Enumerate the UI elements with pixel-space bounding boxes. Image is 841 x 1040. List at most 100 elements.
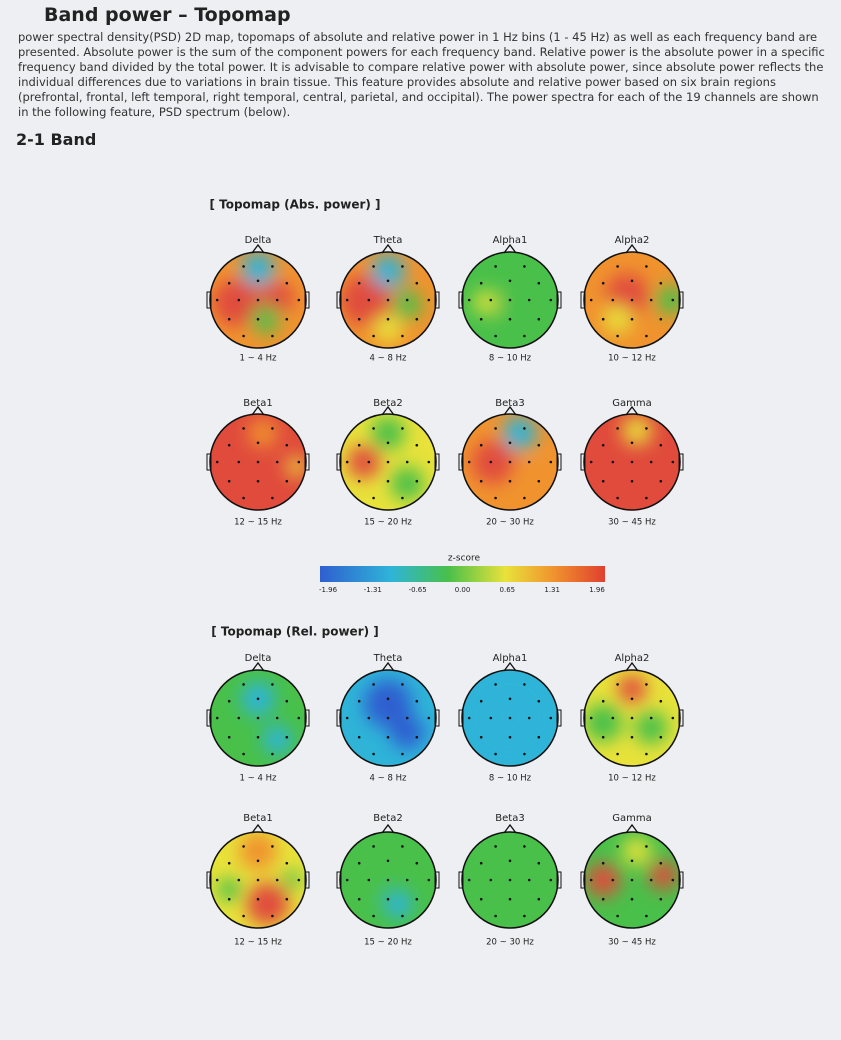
electrode (645, 265, 648, 268)
frequency-range: 20 ~ 30 Hz (486, 518, 534, 528)
head-outline (461, 831, 559, 929)
electrode (271, 334, 274, 338)
blob (390, 715, 425, 750)
electrode (386, 897, 390, 901)
electrode (616, 427, 619, 430)
ear (304, 871, 310, 889)
electrode (372, 914, 375, 918)
ear (458, 453, 464, 471)
electrode (671, 460, 675, 464)
topomap (206, 405, 310, 511)
electrode (242, 752, 245, 756)
frequency-range: 4 ~ 8 Hz (370, 354, 407, 364)
electrode (345, 460, 349, 464)
blob (519, 875, 549, 904)
electrode (630, 697, 634, 701)
electrode (242, 334, 245, 338)
electrode (285, 443, 289, 447)
electrode (659, 861, 663, 865)
electrode (386, 697, 390, 701)
nose (503, 405, 517, 416)
electrode (372, 334, 375, 338)
topomap (580, 405, 684, 511)
electrode (372, 752, 375, 756)
electrode (297, 878, 301, 882)
electrode (237, 878, 241, 882)
electrode (256, 697, 260, 701)
blob (648, 860, 678, 890)
ear (556, 453, 562, 471)
topomap (580, 661, 684, 767)
ear (304, 291, 310, 309)
blob (471, 440, 515, 484)
electrode (357, 281, 361, 285)
electrode (601, 443, 605, 447)
frequency-range: 15 ~ 20 Hz (364, 518, 412, 528)
electrode (601, 281, 605, 285)
electrode (256, 317, 260, 321)
head-outline (583, 831, 681, 929)
blob (250, 304, 280, 334)
electrode (479, 317, 483, 321)
electrode (523, 683, 526, 686)
electrode (372, 683, 375, 686)
electrode (237, 460, 241, 464)
ear (434, 453, 440, 471)
electrode (275, 716, 279, 720)
nose (251, 823, 265, 834)
ear (206, 291, 212, 309)
ear (336, 453, 342, 471)
section-title: 2-1 Band (16, 130, 97, 149)
head-outline (209, 251, 307, 349)
blob (584, 703, 623, 742)
topomap (458, 823, 562, 929)
electrode (256, 460, 260, 464)
electrode (549, 460, 553, 464)
ear (556, 291, 562, 309)
nose (503, 823, 517, 834)
electrode (427, 460, 431, 464)
ear (206, 453, 212, 471)
electrode (386, 716, 390, 720)
blobs (248, 418, 306, 477)
blob (340, 273, 393, 327)
electrode (508, 735, 512, 739)
blob (390, 466, 425, 501)
electrode (508, 859, 512, 863)
electrode (357, 735, 361, 739)
electrode (285, 281, 289, 285)
electrode (601, 735, 605, 739)
ear (206, 871, 212, 889)
nose (381, 661, 395, 672)
electrode (256, 298, 260, 302)
frequency-range: 30 ~ 45 Hz (608, 938, 656, 948)
electrode (479, 281, 483, 285)
electrode (630, 897, 634, 901)
electrode (256, 735, 260, 739)
electrode (357, 317, 361, 321)
band-name: Theta (373, 235, 403, 246)
band-name: Alpha1 (493, 235, 528, 246)
electrode (645, 752, 648, 756)
electrode (616, 265, 619, 268)
colorbar-tick: 0.00 (455, 586, 471, 594)
ear (434, 709, 440, 727)
frequency-range: 20 ~ 30 Hz (486, 938, 534, 948)
electrode (285, 479, 289, 483)
electrode (589, 716, 593, 720)
electrode (616, 683, 619, 686)
blob (347, 445, 381, 479)
head-outline (339, 413, 437, 511)
electrode (616, 334, 619, 338)
electrode (271, 914, 274, 918)
nose (381, 243, 395, 254)
electrode (386, 298, 390, 302)
electrode (372, 265, 375, 268)
electrode (549, 716, 553, 720)
electrode (386, 317, 390, 321)
electrode (285, 861, 289, 865)
blobs (354, 865, 412, 919)
band-name: Gamma (612, 813, 652, 824)
electrode (494, 496, 497, 500)
